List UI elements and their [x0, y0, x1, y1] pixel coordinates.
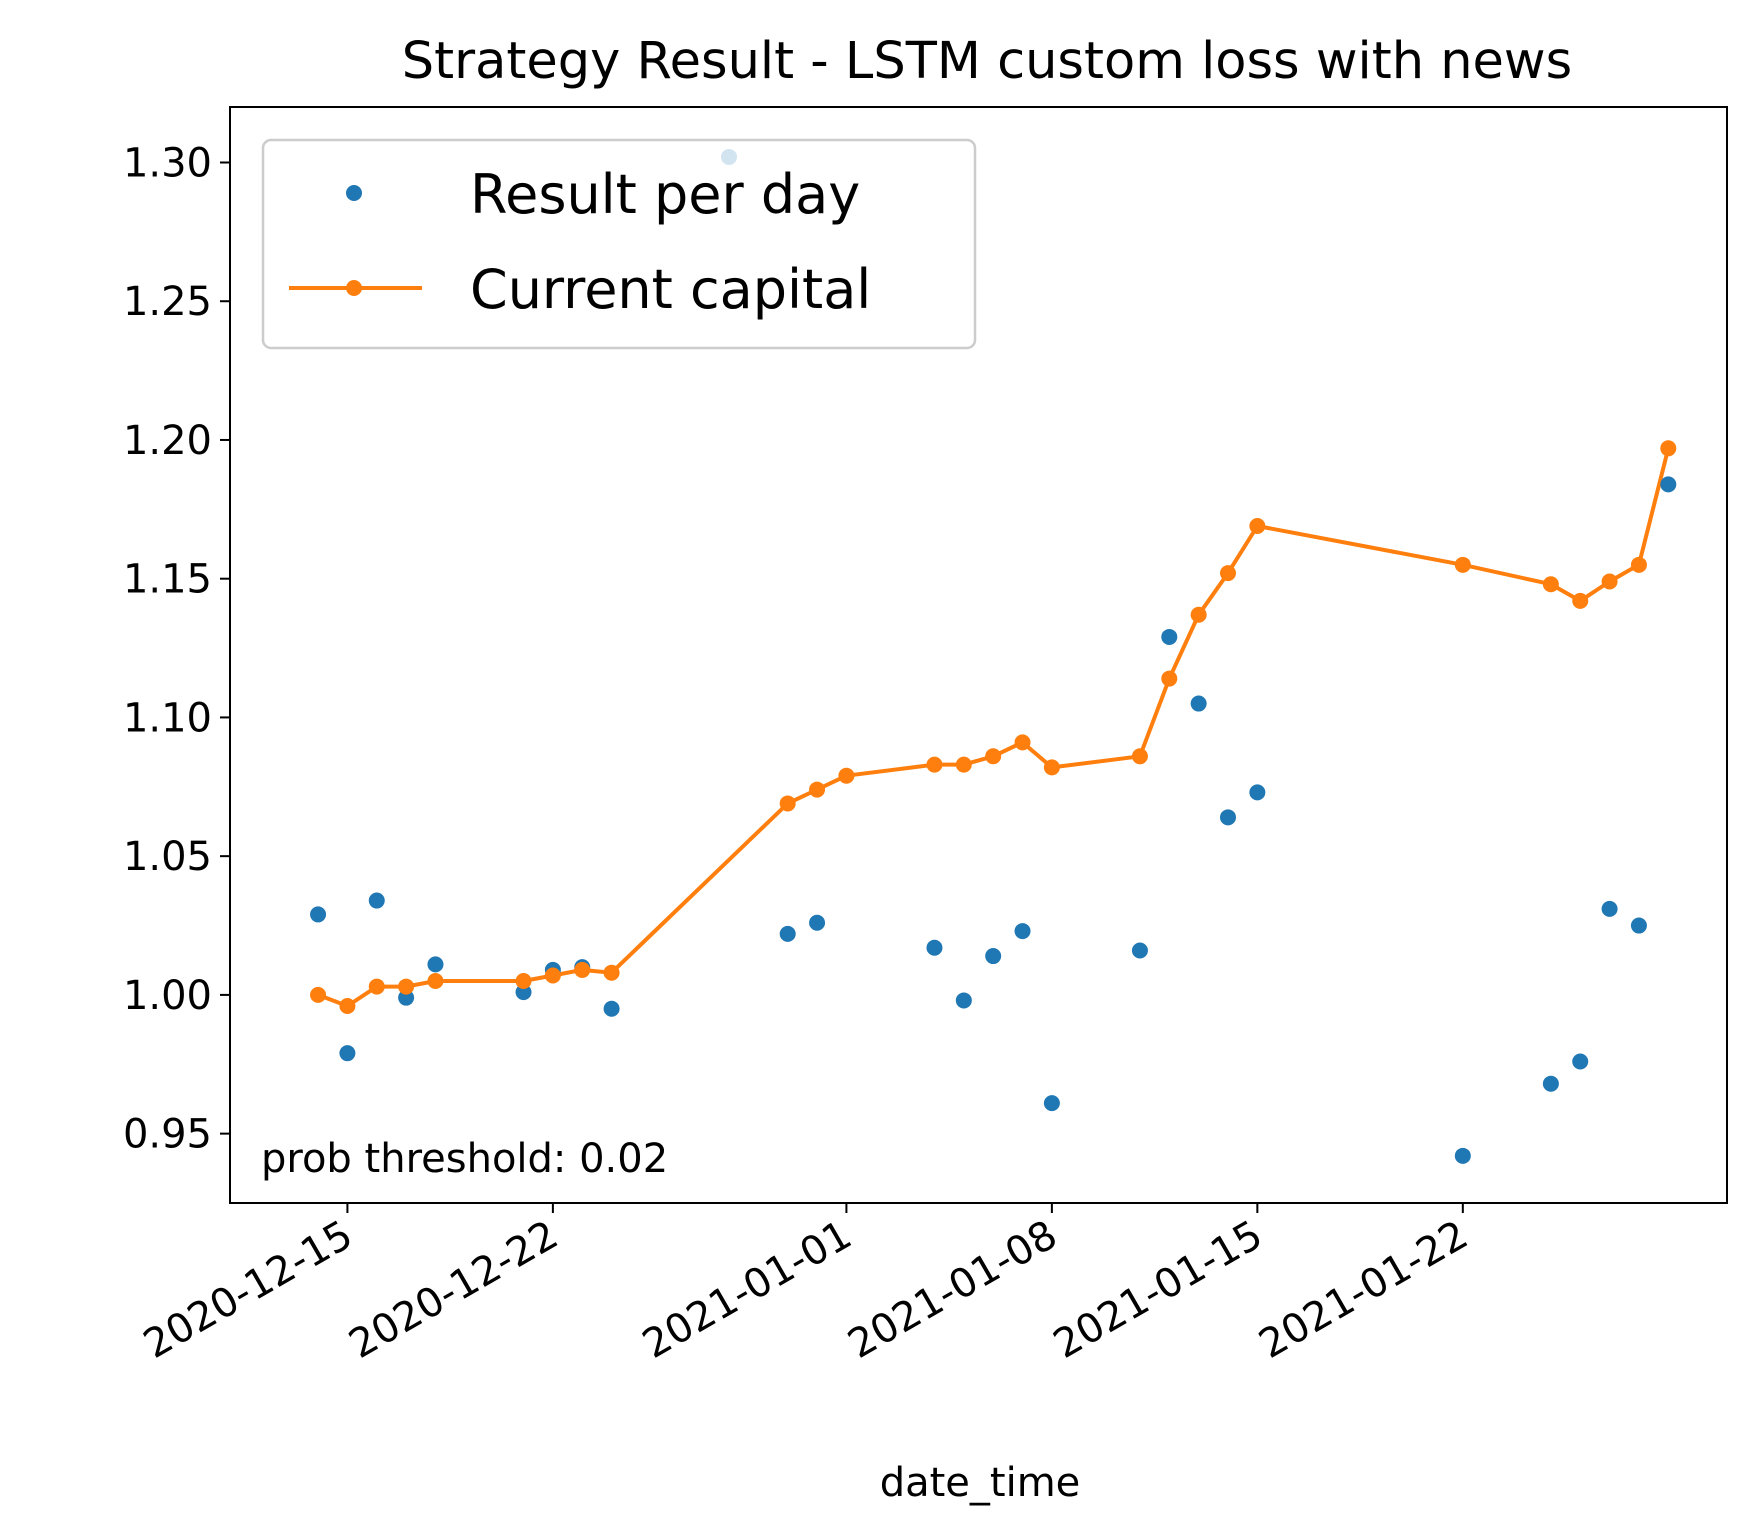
current-capital-point — [1249, 517, 1266, 534]
x-tick-label: 2021-01-15 — [1046, 1212, 1270, 1368]
result-per-day-point — [1220, 809, 1236, 826]
result-per-day-point — [339, 1045, 356, 1062]
current-capital-point — [574, 961, 591, 978]
current-capital-point — [339, 997, 356, 1014]
result-per-day-point — [427, 956, 444, 973]
x-tick-label: 2020-12-22 — [342, 1212, 566, 1368]
legend-label-result-per-day: Result per day — [470, 163, 860, 226]
current-capital-point — [1601, 573, 1618, 590]
plot-frame — [229, 106, 1728, 1204]
x-tick-label: 2021-01-22 — [1251, 1212, 1475, 1368]
legend-marker-current-capital — [346, 280, 362, 296]
current-capital-point — [398, 978, 415, 995]
y-tick-label: 1.25 — [123, 279, 212, 325]
current-capital-line — [317, 447, 1671, 1008]
result-per-day-point — [1542, 1075, 1559, 1092]
current-capital-point — [1454, 556, 1471, 573]
x-tick-label: 2021-01-08 — [841, 1212, 1065, 1368]
y-tick-label: 1.00 — [123, 973, 212, 1019]
result-per-day-point — [926, 939, 943, 956]
result-per-day-point — [1660, 476, 1677, 493]
current-capital-point — [955, 756, 972, 773]
chart-title: Strategy Result - LSTM custom loss with … — [402, 32, 1572, 91]
result-per-day-point — [985, 948, 1002, 965]
current-capital-point — [1014, 734, 1031, 751]
plot-area — [310, 148, 1677, 1164]
y-tick-label: 1.30 — [123, 140, 212, 186]
result-per-day-point — [368, 892, 385, 909]
legend-box — [261, 138, 977, 350]
y-tick-label: 0.95 — [123, 1112, 212, 1158]
current-capital-point — [1630, 556, 1647, 573]
current-capital-point — [926, 756, 943, 773]
current-capital-point — [427, 973, 444, 990]
y-tick-label: 1.20 — [123, 418, 212, 464]
result-per-day-point — [1572, 1053, 1589, 1070]
y-tick-label: 1.10 — [123, 695, 212, 741]
current-capital-point — [1542, 576, 1559, 593]
result-per-day-point — [603, 1000, 620, 1017]
result-per-day-point — [955, 992, 972, 1009]
current-capital-point — [603, 964, 620, 981]
result-per-day-point — [1454, 1147, 1471, 1164]
result-per-day-point — [1190, 695, 1207, 712]
current-capital-point — [1131, 748, 1148, 765]
result-per-day-point — [1043, 1095, 1060, 1112]
current-capital-point — [310, 986, 327, 1003]
current-capital-point — [544, 967, 561, 984]
current-capital-point — [985, 748, 1002, 765]
current-capital-point — [809, 781, 826, 798]
legend-marker-result-per-day — [346, 185, 362, 201]
current-capital-polyline — [317, 447, 1671, 1008]
current-capital-point — [1220, 565, 1236, 582]
result-per-day-point — [809, 914, 826, 931]
result-per-day-point — [398, 989, 415, 1006]
x-tick-label: 2021-01-01 — [635, 1212, 859, 1368]
current-capital-point — [1161, 670, 1178, 687]
legend: Result per day Current capital — [261, 138, 977, 350]
current-capital-point — [1190, 606, 1207, 623]
result-per-day-point — [310, 906, 327, 923]
current-capital-point — [838, 767, 855, 784]
current-capital-point — [1660, 440, 1677, 457]
y-axis-ticks: 0.95 1.00 1.05 1.10 1.15 1.20 1.25 1.30 — [123, 140, 230, 1158]
current-capital-points — [310, 440, 1677, 1014]
y-tick-label: 1.15 — [123, 557, 212, 603]
current-capital-point — [779, 795, 796, 812]
result-per-day-point — [779, 925, 796, 942]
result-per-day-point — [1630, 917, 1647, 934]
current-capital-point — [515, 973, 532, 990]
current-capital-point — [1572, 592, 1589, 609]
y-tick-label: 1.05 — [123, 834, 212, 880]
result-per-day-point — [1014, 923, 1031, 940]
legend-label-current-capital: Current capital — [470, 258, 871, 321]
prob-threshold-annotation: prob threshold: 0.02 — [261, 1136, 668, 1182]
result-per-day-point — [1249, 784, 1266, 801]
result-per-day-point — [1601, 900, 1618, 917]
x-tick-label: 2020-12-15 — [136, 1212, 360, 1368]
current-capital-point — [368, 978, 385, 995]
result-per-day-point — [515, 984, 532, 1001]
result-per-day-point — [1161, 628, 1178, 645]
current-capital-point — [1043, 759, 1060, 776]
result-per-day-point — [1131, 942, 1148, 959]
x-axis-label: date_time — [880, 1460, 1081, 1506]
